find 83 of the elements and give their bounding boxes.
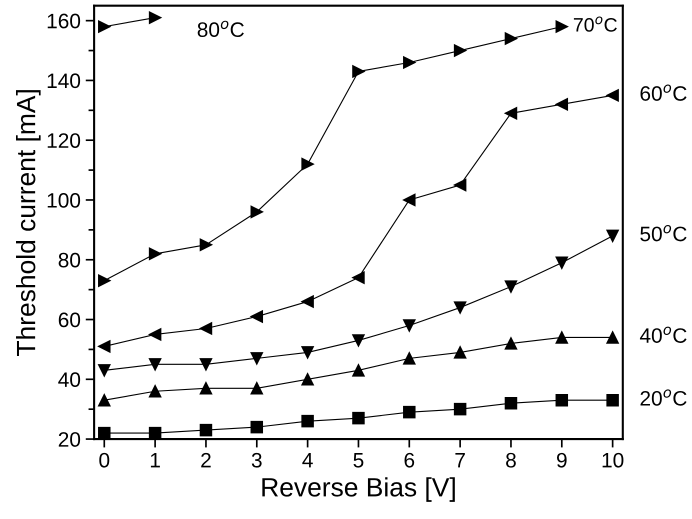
series-label: 50$^{o}$C — [640, 224, 687, 242]
point — [148, 426, 162, 440]
x-tick-label: 4 — [302, 453, 313, 468]
series-label: 20$^{o}$C — [640, 389, 687, 406]
point — [454, 301, 466, 314]
point — [556, 20, 568, 33]
y-tick-label: 120 — [48, 133, 80, 148]
point — [606, 394, 619, 406]
y-tick-label: 20 — [58, 432, 80, 447]
y-axis-title: Threshold current [mA] — [16, 90, 41, 356]
point — [504, 32, 518, 45]
point — [556, 394, 568, 406]
point — [148, 248, 162, 260]
point — [454, 402, 466, 416]
x-tick-label: 7 — [455, 453, 465, 468]
point — [148, 358, 162, 371]
point — [606, 89, 619, 102]
x-axis-title: Reverse Bias [V] — [262, 477, 455, 502]
point — [504, 107, 518, 120]
point — [606, 331, 619, 344]
point — [148, 328, 162, 341]
point — [403, 194, 416, 206]
y-tick-label: 160 — [48, 14, 80, 28]
point — [556, 98, 568, 111]
point — [301, 414, 314, 428]
point — [250, 206, 264, 218]
point — [200, 358, 212, 371]
point — [148, 11, 162, 24]
y-tick-label: 140 — [48, 73, 80, 88]
point — [352, 412, 365, 424]
point — [98, 340, 111, 353]
point — [403, 56, 416, 69]
x-tick-label: 0 — [99, 452, 110, 468]
point — [98, 364, 111, 377]
point — [556, 256, 568, 269]
point — [403, 406, 416, 418]
point — [556, 331, 568, 344]
x-tick-label: 1 — [150, 453, 160, 468]
point — [352, 364, 365, 377]
point — [504, 396, 518, 410]
point — [454, 346, 466, 359]
point — [352, 271, 365, 284]
point — [98, 394, 111, 406]
series-label: 70$^{o}$C — [574, 16, 617, 32]
y-tick-label: 80 — [58, 252, 80, 268]
point — [250, 420, 264, 434]
point — [504, 280, 518, 293]
point — [301, 295, 314, 308]
point — [200, 322, 212, 335]
point — [403, 319, 416, 332]
point — [200, 238, 212, 252]
y-tick-label: 60 — [58, 312, 80, 328]
point — [504, 337, 518, 350]
y-tick-label: 40 — [58, 372, 80, 388]
x-tick-label: 3 — [252, 452, 262, 468]
point — [200, 424, 212, 436]
series-label: 80$^{o}$C — [198, 20, 244, 38]
point — [301, 373, 314, 386]
x-tick-label: 10 — [602, 452, 624, 468]
point — [250, 352, 264, 365]
point — [250, 310, 264, 323]
point — [606, 230, 619, 242]
point — [454, 178, 466, 192]
y-tick-label: 100 — [48, 192, 80, 208]
point — [403, 352, 416, 365]
series-label: 40$^{o}$C — [640, 326, 687, 343]
x-tick-label: 8 — [506, 452, 516, 468]
point — [98, 426, 111, 440]
point — [200, 382, 212, 395]
point — [352, 65, 365, 78]
point — [98, 274, 111, 287]
x-tick-label: 2 — [201, 452, 211, 468]
x-tick-label: 5 — [353, 453, 364, 468]
point — [352, 334, 365, 347]
point — [148, 385, 162, 398]
x-tick-label: 6 — [404, 452, 414, 468]
x-tick-label: 9 — [556, 452, 567, 468]
point — [301, 158, 314, 170]
series-label: 60$^{o}$C — [640, 84, 687, 101]
point — [301, 346, 314, 359]
point — [454, 44, 466, 57]
point — [250, 382, 264, 395]
point — [98, 20, 111, 33]
